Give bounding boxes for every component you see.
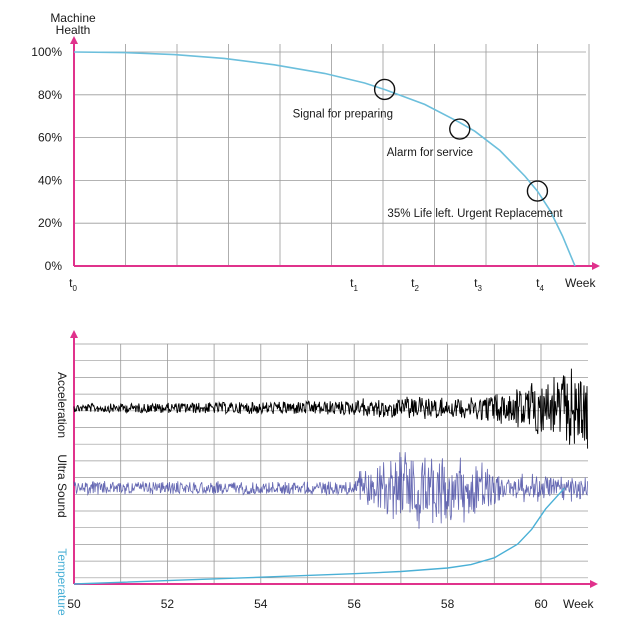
milestone-marker xyxy=(373,78,396,101)
y-tick-label: 80% xyxy=(38,88,62,102)
machine-health-chart: Machine Health 100% 80% 60% 40% 20% 0% t0 t1 t2 t… xyxy=(31,11,600,293)
series-label: Ultra Sound xyxy=(55,454,69,517)
x-tick-label: t2 xyxy=(411,276,419,293)
acceleration-signal xyxy=(73,368,589,449)
x-tick-label: t0 xyxy=(69,276,77,293)
x-tick-label: 58 xyxy=(441,597,455,611)
x-tick-label: 54 xyxy=(254,597,268,611)
temperature-curve xyxy=(73,487,565,585)
x-axis-arrow xyxy=(592,262,600,270)
y-axis-arrow xyxy=(70,330,78,338)
x-tick-label: 60 xyxy=(534,597,548,611)
milestone-marker xyxy=(526,180,549,202)
x-tick-label: 56 xyxy=(348,597,362,611)
y-tick-label: 20% xyxy=(38,216,62,230)
y-axis-title: Machine Health xyxy=(50,11,96,37)
x-tick-label: t1 xyxy=(350,276,358,293)
x-tick-label: 52 xyxy=(161,597,175,611)
x-tick-label: 50 xyxy=(67,597,81,611)
x-axis-title: Week xyxy=(565,276,596,290)
annotation-label: 35% Life left. Urgent Replacement xyxy=(387,208,563,220)
x-axis-arrow xyxy=(590,580,598,588)
x-axis-title: Week xyxy=(563,597,594,611)
series-label: Temperature xyxy=(55,548,69,616)
y-axis-arrow xyxy=(70,36,78,44)
ultra-sound-signal xyxy=(73,452,588,529)
y-tick-label: 60% xyxy=(38,131,62,145)
x-tick-label: t3 xyxy=(474,276,482,293)
y-tick-label: 0% xyxy=(45,259,63,273)
series-label: Acceleration xyxy=(55,372,69,438)
y-tick-label: 100% xyxy=(31,45,62,59)
x-tick-label: t4 xyxy=(536,276,544,293)
annotation-label: Signal for preparing xyxy=(293,108,393,120)
milestone-marker xyxy=(449,118,471,140)
y-tick-label: 40% xyxy=(38,173,62,187)
annotation-label: Alarm for service xyxy=(387,147,473,159)
health-curve xyxy=(73,51,576,267)
